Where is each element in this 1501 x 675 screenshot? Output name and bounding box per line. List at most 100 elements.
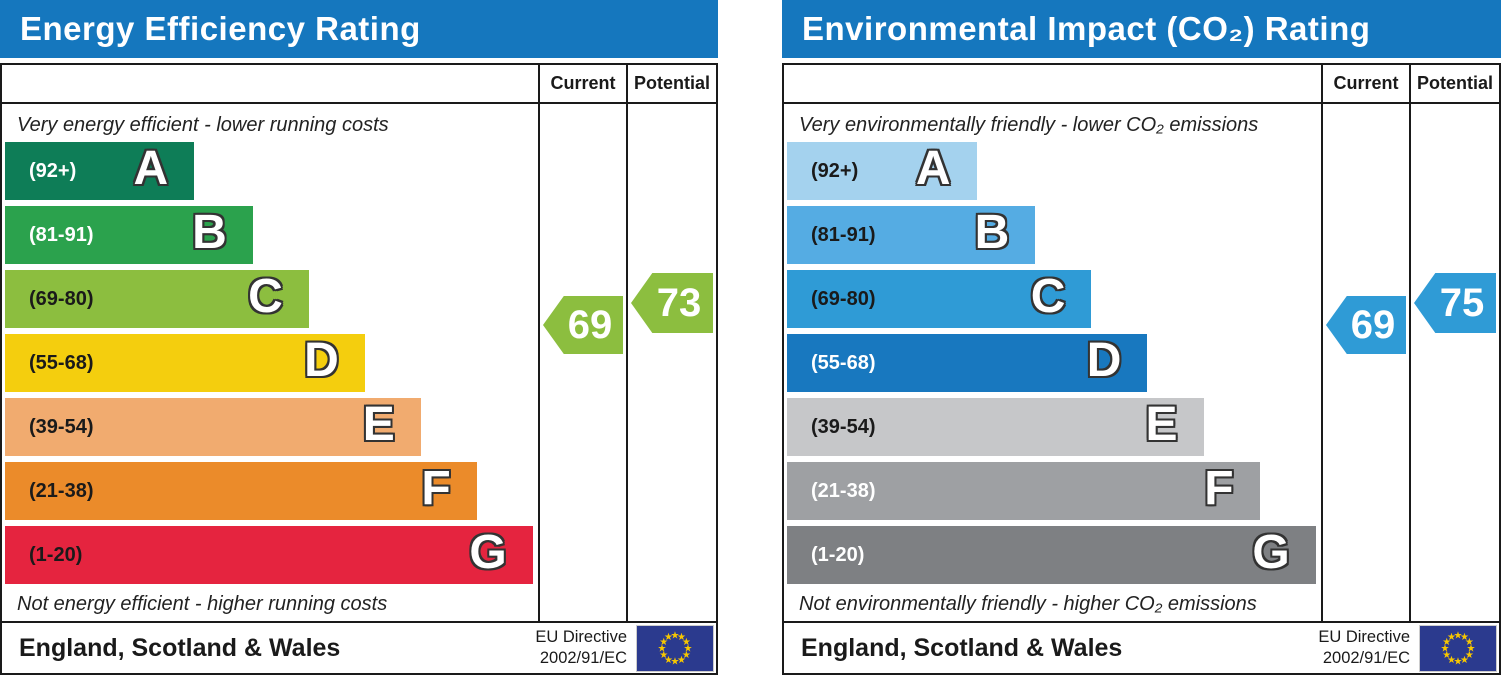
potential-column: 73	[626, 104, 716, 621]
current-column: 69	[1321, 104, 1409, 621]
energy-efficiency-panel: Energy Efficiency Rating Current Potenti…	[0, 0, 718, 675]
environmental-bands: (92+) A (81-91) B (69-80) C (55-68)	[787, 142, 1321, 584]
band-g: (1-20) G	[787, 526, 1316, 584]
environmental-panel-title: Environmental Impact (CO₂) Rating	[802, 10, 1371, 47]
region-label: England, Scotland & Wales	[19, 633, 341, 662]
band-b: (81-91) B	[5, 206, 253, 264]
current-column-header: Current	[538, 65, 626, 102]
energy-bands: (92+) A (81-91) B (69-80) C (55-68)	[5, 142, 538, 584]
band-range-label: (39-54)	[811, 415, 876, 438]
band-range-label: (69-80)	[29, 287, 94, 310]
band-letter: E	[1145, 398, 1178, 452]
svg-text:★: ★	[1460, 632, 1469, 643]
band-f: (21-38) F	[787, 462, 1260, 520]
band-range-label: (92+)	[29, 159, 77, 182]
environmental-chart-header-row: Current Potential	[784, 65, 1499, 104]
band-range-label: (81-91)	[811, 223, 876, 246]
potential-column-header: Potential	[1409, 65, 1499, 102]
eu-flag-icon: ★ ★ ★ ★ ★ ★ ★ ★ ★ ★ ★ ★	[637, 625, 713, 671]
potential-column: 75	[1409, 104, 1499, 621]
band-range-label: (21-38)	[29, 479, 94, 502]
svg-text:★: ★	[1454, 630, 1463, 641]
band-letter: C	[248, 270, 283, 324]
band-letter: C	[1030, 270, 1066, 324]
top-caption: Very environmentally friendly - lower CO…	[799, 114, 1259, 136]
band-c: (69-80) C	[787, 270, 1092, 328]
energy-chart-header-row: Current Potential	[2, 65, 716, 104]
svg-text:★: ★	[1465, 637, 1474, 648]
current-rating-value: 69	[1350, 302, 1396, 347]
potential-rating-value: 73	[656, 280, 702, 325]
potential-rating-arrow: 73	[631, 273, 713, 333]
band-e: (39-54) E	[5, 398, 421, 456]
band-range-label: (1-20)	[811, 543, 865, 566]
svg-text:★: ★	[1467, 643, 1476, 654]
band-range-label: (55-68)	[811, 351, 876, 374]
energy-title-bar: Energy Efficiency Rating	[0, 0, 718, 58]
current-rating-value: 69	[567, 302, 613, 347]
eu-directive-line1: EU Directive	[535, 628, 627, 647]
svg-text:★: ★	[1442, 650, 1451, 661]
band-range-label: (69-80)	[811, 287, 876, 310]
environmental-chart-footer: England, Scotland & Wales EU Directive 2…	[784, 621, 1499, 673]
svg-text:★: ★	[671, 656, 680, 667]
svg-text:★: ★	[1447, 632, 1456, 643]
svg-text:★: ★	[677, 654, 686, 665]
current-column-header: Current	[1321, 65, 1409, 102]
band-a: (92+) A	[5, 142, 195, 200]
band-g: (1-20) G	[5, 526, 533, 584]
environmental-title-bar: Environmental Impact (CO₂) Rating	[782, 0, 1501, 58]
environmental-band-area: Very environmentally friendly - lower CO…	[784, 104, 1321, 621]
band-letter: D	[1086, 334, 1122, 388]
band-letter: D	[304, 334, 339, 388]
band-letter: F	[1204, 462, 1234, 516]
eu-directive-line2: 2002/91/EC	[539, 649, 627, 667]
band-e: (39-54) E	[787, 398, 1204, 456]
band-letter: B	[974, 206, 1010, 260]
potential-rating-arrow: 75	[1414, 273, 1496, 333]
eu-flag-icon: ★ ★ ★ ★ ★ ★ ★ ★ ★ ★ ★ ★	[1420, 625, 1496, 671]
band-range-label: (21-38)	[811, 479, 876, 502]
eu-directive-label: EU Directive 2002/91/EC	[1318, 627, 1410, 668]
header-spacer	[2, 65, 538, 102]
header-spacer	[784, 65, 1321, 102]
svg-text:★: ★	[658, 643, 667, 654]
svg-text:★: ★	[1454, 656, 1463, 667]
energy-panel-title: Energy Efficiency Rating	[20, 10, 421, 47]
svg-text:★: ★	[1447, 654, 1456, 665]
bottom-caption: Not environmentally friendly - higher CO…	[799, 593, 1257, 615]
band-b: (81-91) B	[787, 206, 1036, 264]
band-letter: G	[1252, 526, 1290, 580]
energy-chart-footer: England, Scotland & Wales EU Directive 2…	[2, 621, 716, 673]
svg-text:★: ★	[1465, 650, 1474, 661]
environmental-impact-panel: Environmental Impact (CO₂) Rating Curren…	[782, 0, 1501, 675]
energy-rating-chart: Current Potential Very energy efficient …	[0, 63, 718, 675]
energy-chart-body: Very energy efficient - lower running co…	[2, 104, 716, 621]
band-d: (55-68) D	[5, 334, 365, 392]
band-f: (21-38) F	[5, 462, 477, 520]
band-letter: F	[421, 462, 451, 516]
svg-text:★: ★	[1460, 654, 1469, 665]
band-range-label: (81-91)	[29, 223, 94, 246]
eu-directive-line1: EU Directive	[1318, 628, 1410, 647]
environmental-chart-body: Very environmentally friendly - lower CO…	[784, 104, 1499, 621]
band-letter: G	[469, 526, 507, 580]
current-column: 69	[538, 104, 626, 621]
svg-text:★: ★	[677, 632, 686, 643]
environmental-rating-chart: Current Potential Very environmentally f…	[782, 63, 1501, 675]
potential-column-header: Potential	[626, 65, 716, 102]
svg-text:★: ★	[1442, 637, 1451, 648]
band-a: (92+) A	[787, 142, 977, 200]
band-letter: A	[915, 142, 951, 196]
band-range-label: (55-68)	[29, 351, 94, 374]
svg-text:★: ★	[664, 654, 673, 665]
eu-directive-line2: 2002/91/EC	[1322, 649, 1410, 667]
energy-band-area: Very energy efficient - lower running co…	[2, 104, 538, 621]
svg-text:★: ★	[664, 632, 673, 643]
band-letter: A	[133, 142, 169, 196]
band-range-label: (39-54)	[29, 415, 94, 438]
top-caption: Very energy efficient - lower running co…	[17, 114, 389, 136]
potential-rating-value: 75	[1439, 280, 1485, 325]
eu-directive-label: EU Directive 2002/91/EC	[535, 627, 627, 668]
